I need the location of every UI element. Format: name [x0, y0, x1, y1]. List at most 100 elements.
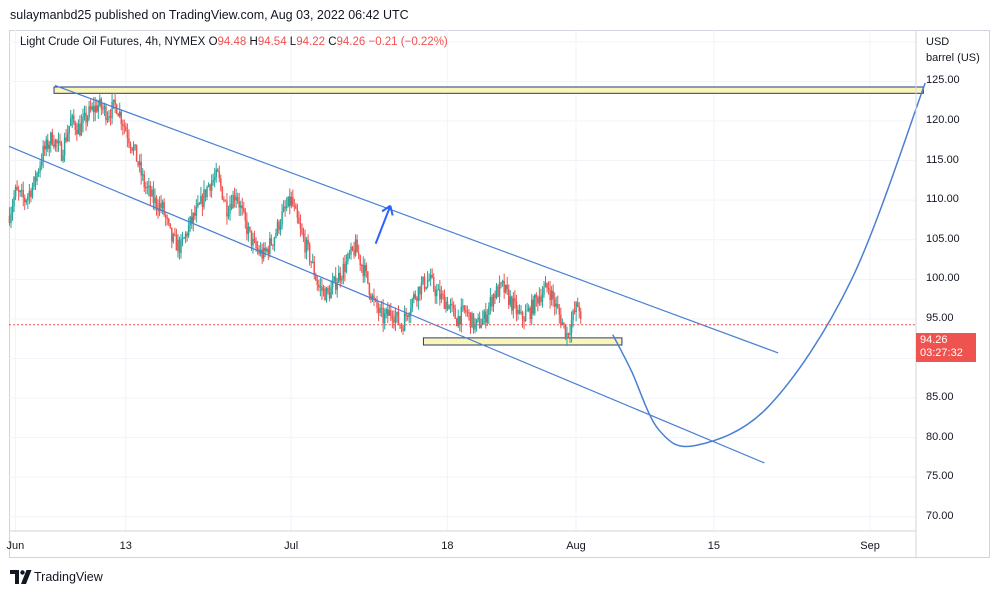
candle [451, 297, 453, 313]
candle [203, 180, 205, 210]
candle [244, 207, 247, 229]
price-tick-label: 85.00 [926, 391, 954, 404]
candle [230, 194, 233, 211]
candle [494, 290, 496, 304]
candle [546, 282, 548, 293]
tradingview-brand[interactable]: TradingView [34, 570, 103, 584]
candle [440, 285, 443, 304]
chart-frame[interactable] [9, 30, 990, 558]
candle [443, 289, 446, 310]
candle [489, 287, 492, 315]
candle [177, 234, 179, 258]
candle [425, 286, 427, 291]
candle [85, 105, 87, 131]
candle [218, 165, 221, 183]
candle [131, 147, 133, 154]
candle [422, 276, 424, 285]
legend-open-key: O [208, 36, 218, 48]
candle [45, 135, 47, 157]
candle [132, 141, 135, 156]
candle [396, 311, 398, 323]
candle [122, 119, 124, 136]
candle [488, 302, 490, 324]
candle [213, 167, 216, 188]
candle [411, 297, 414, 313]
candle [154, 188, 156, 211]
candle [518, 304, 521, 315]
candle [471, 311, 473, 328]
candle [183, 236, 185, 239]
candle [328, 284, 331, 302]
candle [229, 195, 231, 221]
candle [478, 311, 481, 329]
candle [299, 214, 302, 237]
candle [327, 285, 329, 295]
candle [65, 129, 67, 144]
candle [532, 295, 535, 316]
candle [474, 317, 476, 334]
candle [538, 287, 541, 307]
candle [295, 202, 297, 209]
candle [141, 168, 144, 181]
time-tick-label: 18 [441, 540, 454, 552]
candle [57, 132, 60, 152]
candle [253, 230, 256, 244]
candle [350, 242, 352, 260]
last-price-badge: 94.26 03:27:32 [916, 333, 976, 362]
candle [152, 181, 155, 210]
candle [125, 122, 127, 132]
candle [537, 295, 539, 312]
candle [526, 302, 528, 312]
candle [301, 223, 303, 236]
candle [339, 266, 342, 288]
candle [376, 295, 378, 314]
candle [36, 171, 38, 186]
candle [383, 308, 386, 330]
candle [535, 292, 538, 307]
candle [226, 192, 228, 225]
tradingview-logo-icon[interactable] [10, 570, 32, 584]
candle [94, 97, 96, 122]
candle [333, 275, 335, 284]
candle [293, 198, 296, 212]
candle [572, 308, 574, 328]
candle [579, 307, 582, 324]
candle [217, 167, 219, 173]
candle [540, 288, 542, 306]
candle [486, 309, 489, 326]
candle [458, 315, 461, 332]
candle [409, 299, 412, 323]
candle [232, 190, 234, 209]
candle [11, 198, 14, 221]
candle [82, 108, 84, 133]
candle [481, 310, 484, 326]
time-tick-label: Sep [860, 540, 880, 552]
candle [111, 93, 113, 125]
candle [71, 113, 74, 128]
candle [118, 102, 121, 119]
candle [62, 149, 64, 163]
candle [567, 332, 570, 339]
candle [86, 115, 89, 127]
candle [200, 186, 202, 205]
candle [448, 304, 450, 310]
time-tick-label: Jul [284, 540, 299, 552]
candle [282, 200, 285, 213]
candle [480, 318, 482, 329]
candle [48, 141, 51, 157]
candle [331, 272, 334, 295]
candle [269, 232, 271, 258]
candle [171, 227, 173, 249]
price-tick-label: 95.00 [926, 311, 954, 324]
candle [284, 199, 286, 217]
candle [416, 296, 418, 307]
candle [33, 176, 35, 191]
candle [449, 298, 452, 314]
candle [19, 189, 21, 197]
candle [206, 185, 208, 201]
candle [469, 312, 472, 334]
candle [190, 209, 193, 229]
candle [128, 129, 130, 149]
candle [155, 195, 158, 216]
